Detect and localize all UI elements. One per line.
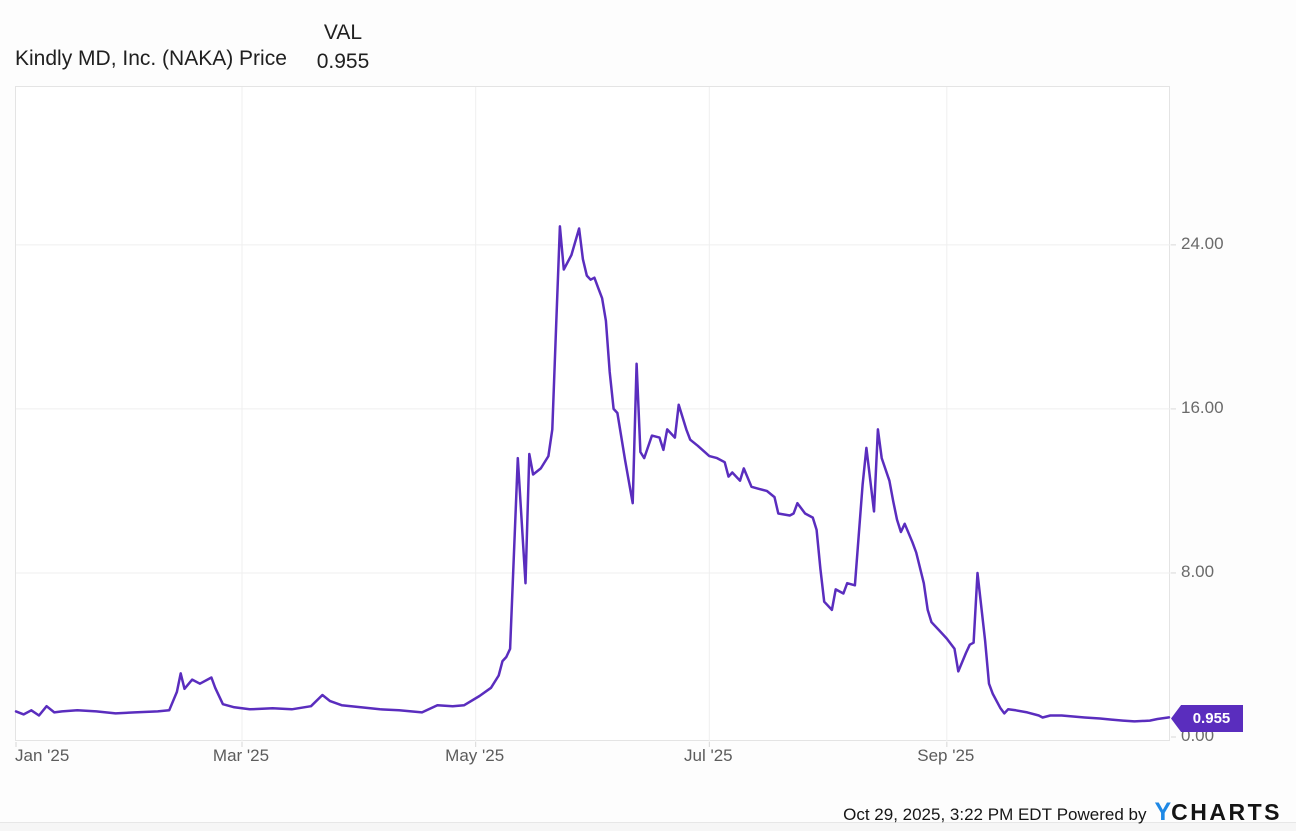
ycharts-logo-rest: CHARTS (1171, 799, 1282, 825)
price-line (14, 225, 1171, 723)
y-axis-label: 8.00 (1181, 561, 1215, 581)
y-axis-label: 24.00 (1181, 233, 1224, 253)
price-line-svg (14, 87, 1176, 747)
y-axis-label: 16.00 (1181, 397, 1224, 417)
legend-val-block: VAL 0.955 (293, 21, 393, 74)
legend-val-header: VAL (323, 21, 363, 44)
powered-by-label: Powered by (1056, 805, 1147, 824)
x-axis-label: Jul '25 (684, 746, 733, 765)
footer: Oct 29, 2025, 3:22 PM EDT Powered by YCH… (843, 798, 1282, 827)
footer-timestamp: Oct 29, 2025, 3:22 PM EDT Powered by (843, 805, 1147, 824)
x-axis-label: May '25 (445, 746, 505, 765)
ycharts-logo-y: Y (1154, 798, 1172, 826)
bottom-strip (0, 823, 1296, 831)
chart-title: Kindly MD, Inc. (NAKA) Price (15, 47, 287, 70)
x-axis-label: Jan '25 (15, 746, 70, 765)
legend-val-value: 0.955 (316, 50, 370, 73)
plot-area[interactable] (14, 86, 1176, 747)
last-price-badge: 0.955 (1171, 705, 1243, 732)
bottom-divider (0, 822, 1296, 823)
x-axis-label: Sep '25 (917, 746, 975, 765)
x-axis-label: Mar '25 (212, 746, 270, 765)
ycharts-logo[interactable]: YCHARTS (1154, 798, 1282, 827)
last-price-value: 0.955 (1192, 710, 1231, 727)
